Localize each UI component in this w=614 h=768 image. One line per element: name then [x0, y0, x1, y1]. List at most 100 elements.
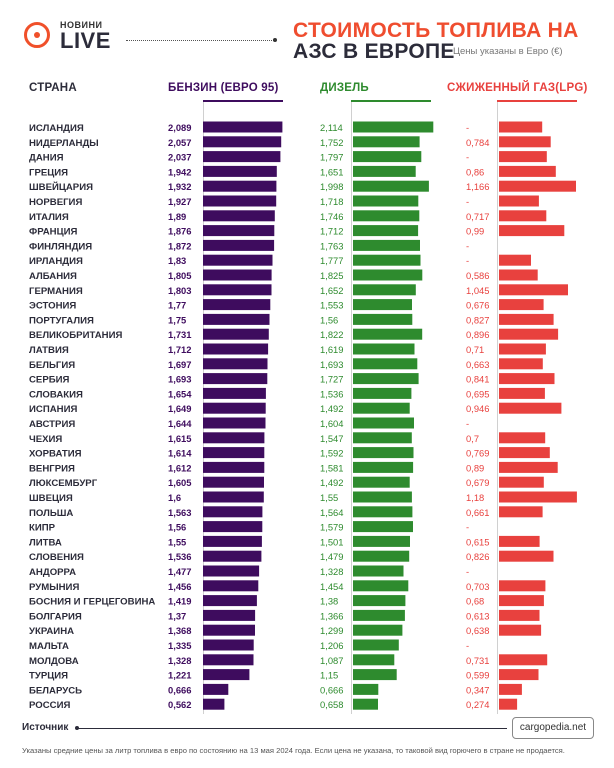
lpg-value-label: 0,827: [466, 314, 489, 325]
diesel-value-label: 1,492: [320, 403, 343, 414]
diesel-value-label: 1,604: [320, 418, 343, 429]
lpg-value-label: 0,679: [466, 477, 489, 488]
diesel-value-label: 1,777: [320, 255, 343, 266]
petrol-column-header: БЕНЗИН (ЕВРО 95): [168, 82, 279, 94]
diesel-bar: [353, 328, 423, 340]
country-label: ШВЕЦИЯ: [29, 493, 73, 504]
lpg-bar: [499, 550, 554, 562]
lpg-bar: [499, 180, 576, 192]
petrol-value-label: 0,666: [168, 684, 191, 695]
diesel-bar: [353, 180, 429, 192]
petrol-value-label: 2,037: [168, 152, 191, 163]
country-label: ХОРВАТИЯ: [29, 449, 82, 460]
petrol-bar: [203, 565, 260, 577]
diesel-value-label: 2,114: [320, 122, 343, 133]
petrol-bar: [203, 239, 275, 251]
lpg-value-label: 0,717: [466, 211, 489, 222]
country-label: ЛИТВА: [29, 537, 62, 548]
lpg-bar: [499, 476, 544, 488]
lpg-value-label: 0,703: [466, 581, 489, 592]
country-label: СЛОВАКИЯ: [29, 389, 83, 400]
lpg-bar: [499, 136, 551, 148]
country-label: БЕЛАРУСЬ: [29, 685, 82, 696]
lpg-value-label: 0,661: [466, 507, 489, 518]
lpg-value-label: 0,638: [466, 625, 489, 636]
petrol-bar: [203, 476, 264, 488]
diesel-bar: [353, 491, 412, 503]
source-label: Источник: [22, 722, 69, 733]
petrol-bar: [203, 535, 262, 547]
country-label: АЛБАНИЯ: [29, 271, 77, 282]
diesel-bar: [353, 476, 410, 488]
diesel-bar: [353, 387, 412, 399]
lpg-value-label: 0,946: [466, 403, 489, 414]
lpg-bar: [499, 447, 550, 459]
lpg-value-label: 0,68: [466, 596, 484, 607]
lpg-bar: [499, 210, 547, 222]
petrol-bar: [203, 669, 250, 681]
header-divider: [126, 40, 274, 41]
diesel-value-label: 1,553: [320, 300, 343, 311]
lpg-value-label: 0,695: [466, 388, 489, 399]
lpg-value-label: 0,826: [466, 551, 489, 562]
lpg-bar: [499, 461, 558, 473]
lpg-bar: [499, 609, 540, 621]
country-label: МАЛЬТА: [29, 641, 69, 652]
diesel-value-label: 1,712: [320, 226, 343, 237]
lpg-bar: [499, 683, 522, 695]
lpg-value-label: 0,86: [466, 166, 484, 177]
petrol-value-label: 1,942: [168, 166, 191, 177]
petrol-bar: [203, 343, 269, 355]
diesel-bar: [353, 402, 410, 414]
country-label: ФРАНЦИЯ: [29, 227, 78, 238]
diesel-value-label: 1,825: [320, 270, 343, 281]
source-line: [77, 728, 507, 729]
diesel-value-label: 1,38: [320, 596, 338, 607]
diesel-bar: [353, 698, 378, 710]
lpg-bar: [499, 595, 544, 607]
diesel-value-label: 1,15: [320, 670, 338, 681]
diesel-value-label: 1,206: [320, 640, 343, 651]
petrol-bar: [203, 654, 254, 666]
diesel-value-label: 1,592: [320, 448, 343, 459]
diesel-value-label: 1,55: [320, 492, 338, 503]
petrol-bar: [203, 595, 257, 607]
diesel-value-label: 1,536: [320, 388, 343, 399]
lpg-value-label: 0,663: [466, 359, 489, 370]
petrol-bar: [203, 550, 262, 562]
petrol-value-label: 1,419: [168, 596, 191, 607]
diesel-bar: [353, 669, 397, 681]
country-column-header: СТРАНА: [29, 82, 77, 94]
diesel-bar: [353, 417, 414, 429]
logo-icon: [24, 22, 50, 48]
diesel-value-label: 0,666: [320, 684, 343, 695]
petrol-value-label: 1,644: [168, 418, 192, 429]
diesel-value-label: 1,746: [320, 211, 343, 222]
country-label: ВЕЛИКОБРИТАНИЯ: [29, 330, 122, 341]
lpg-bar: [499, 373, 555, 385]
diesel-value-label: 1,822: [320, 329, 343, 340]
lpg-value-label: 0,99: [466, 226, 484, 237]
subtitle: Цены указаны в Евро (€): [453, 46, 563, 57]
lpg-value-label: 1,18: [466, 492, 484, 503]
diesel-value-label: 1,752: [320, 137, 343, 148]
country-label: СЕРБИЯ: [29, 375, 70, 386]
petrol-bar: [203, 180, 277, 192]
lpg-bar: [499, 284, 568, 296]
diesel-bar: [353, 580, 409, 592]
lpg-value-label: 0,71: [466, 344, 484, 355]
petrol-value-label: 1,456: [168, 581, 191, 592]
diesel-axis-line: [351, 100, 352, 714]
petrol-value-label: 1,221: [168, 670, 191, 681]
diesel-value-label: 1,299: [320, 625, 343, 636]
petrol-value-label: 1,872: [168, 240, 191, 251]
diesel-bar: [353, 358, 418, 370]
diesel-bar: [353, 521, 413, 533]
country-label: РОССИЯ: [29, 700, 70, 711]
diesel-bar: [353, 432, 412, 444]
diesel-value-label: 1,652: [320, 285, 343, 296]
lpg-bar: [499, 151, 547, 163]
diesel-bar: [353, 639, 399, 651]
source-site-badge[interactable]: cargopedia.net: [512, 717, 594, 739]
brand-small: НОВИНИ: [60, 20, 103, 30]
